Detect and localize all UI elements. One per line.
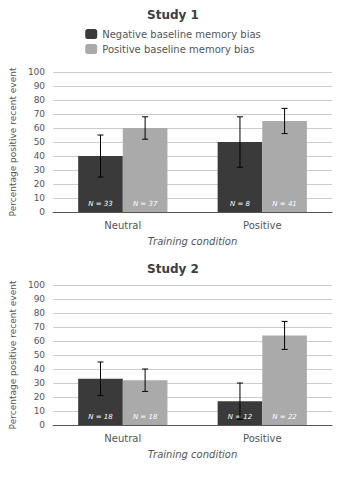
svg-text:100: 100: [28, 67, 45, 77]
svg-text:N = 41: N = 41: [272, 200, 296, 208]
svg-text:90: 90: [34, 81, 46, 91]
svg-text:N = 22: N = 22: [272, 413, 297, 421]
svg-text:N = 18: N = 18: [133, 413, 158, 421]
svg-text:30: 30: [34, 378, 46, 388]
svg-text:N = 33: N = 33: [88, 200, 112, 208]
svg-text:60: 60: [34, 123, 46, 133]
svg-text:20: 20: [34, 179, 46, 189]
svg-text:Positive baseline memory bias: Positive baseline memory bias: [102, 44, 254, 55]
svg-text:Percentage positive recent eve: Percentage positive recent event: [8, 67, 18, 216]
svg-text:0: 0: [39, 420, 45, 430]
svg-text:70: 70: [34, 322, 46, 332]
svg-text:0: 0: [39, 207, 45, 217]
svg-text:Percentage positive recent eve: Percentage positive recent event: [8, 280, 18, 429]
svg-text:Study 2: Study 2: [147, 262, 199, 276]
svg-text:30: 30: [34, 165, 46, 175]
svg-text:40: 40: [34, 364, 46, 374]
svg-text:50: 50: [34, 350, 46, 360]
svg-text:90: 90: [34, 294, 46, 304]
svg-text:60: 60: [34, 336, 46, 346]
svg-text:20: 20: [34, 392, 46, 402]
svg-text:40: 40: [34, 151, 46, 161]
svg-text:Study 1: Study 1: [147, 8, 199, 22]
svg-text:N = 12: N = 12: [227, 412, 253, 421]
svg-text:70: 70: [34, 109, 46, 119]
svg-text:N = 37: N = 37: [133, 200, 158, 208]
svg-text:Negative baseline memory bias: Negative baseline memory bias: [102, 29, 261, 40]
svg-text:Positive: Positive: [243, 220, 282, 231]
svg-text:80: 80: [34, 308, 46, 318]
svg-text:Training condition: Training condition: [148, 236, 238, 247]
svg-text:10: 10: [34, 193, 46, 203]
svg-text:Training condition: Training condition: [148, 449, 238, 460]
svg-text:100: 100: [28, 280, 45, 290]
svg-text:50: 50: [34, 137, 46, 147]
svg-text:10: 10: [34, 406, 46, 416]
svg-text:Positive: Positive: [243, 433, 282, 444]
svg-text:N = 8: N = 8: [230, 200, 251, 208]
svg-text:80: 80: [34, 95, 46, 105]
svg-text:Neutral: Neutral: [104, 220, 141, 231]
svg-text:Neutral: Neutral: [104, 433, 141, 444]
svg-text:N = 18: N = 18: [88, 413, 113, 421]
